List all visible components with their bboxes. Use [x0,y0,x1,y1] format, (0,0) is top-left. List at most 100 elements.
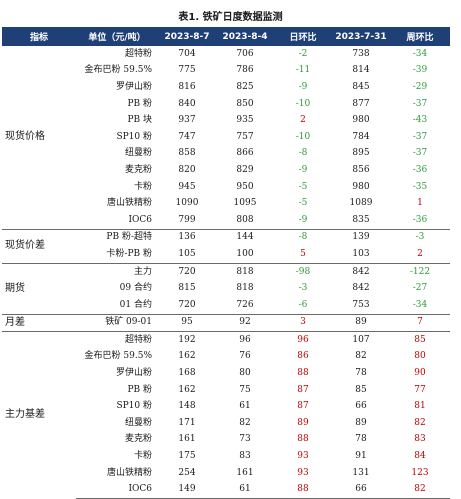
value-date-3: 980 [352,181,370,192]
daily-change: 89 [297,417,309,428]
daily-change: -5 [298,198,308,209]
value-date-1: 799 [178,214,196,225]
daily-change: 93 [297,467,309,478]
daily-change: -6 [298,299,308,310]
value-date-1: 162 [178,384,196,395]
value-date-2: 950 [236,181,254,192]
value-date-1: 168 [178,368,196,379]
table-row: 期货 主力 720 818 -98 842 -122 [2,262,450,314]
value-date-2: 161 [236,467,254,478]
daily-change: 88 [297,368,309,379]
value-date-2: 726 [236,299,254,310]
value-date-3: 85 [355,384,367,395]
table-row: 主力基差 超特粉 192 96 96 107 85 [2,331,450,499]
weekly-change: -37 [412,131,428,142]
table-row: 金布巴粉 59.5% 775 786 -11 814 -39 [2,63,450,80]
table-row: 09 合约 815 818 -3 842 -27 [2,280,450,297]
daily-change: -11 [295,65,311,76]
value-date-3: 842 [332,262,390,281]
value-date-3: 89 [332,313,390,332]
row-name: 麦克粉 [124,434,152,445]
table-row: 卡粉-PB 粉 105 100 5 103 2 [2,246,450,263]
value-date-3: 980 [352,115,370,126]
value-date-3: 835 [352,214,370,225]
weekly-change: 90 [414,368,426,379]
value-date-1: 937 [178,115,196,126]
value-date-1: 254 [178,467,196,478]
daily-change: -8 [274,228,332,247]
table-row: PB 粉 162 75 87 85 77 [2,382,450,399]
header-weekly-change: 周环比 [390,27,450,46]
table-row: 卡粉 945 950 -5 980 -35 [2,179,450,196]
daily-change: -8 [298,148,308,159]
weekly-change: 82 [414,417,426,428]
value-date-3: 107 [332,331,390,349]
value-date-2: 61 [239,401,251,412]
header-daily-change: 日环比 [274,27,332,46]
value-date-2: 61 [216,481,274,499]
value-date-1: 148 [178,401,196,412]
value-date-2: 818 [236,283,254,294]
group-label: 主力基差 [2,331,76,499]
value-date-2: 92 [216,313,274,332]
table-row: IOC6 799 808 -9 835 -36 [2,212,450,229]
daily-change: -5 [298,181,308,192]
table-row: 麦克粉 161 73 88 78 83 [2,432,450,449]
daily-change: 87 [297,384,309,395]
value-date-2: 850 [236,98,254,109]
value-date-3: 139 [332,228,390,247]
weekly-change: -36 [412,214,428,225]
weekly-change: 1 [417,198,423,209]
daily-change: -9 [298,81,308,92]
weekly-change: -34 [412,299,428,310]
value-date-1: 945 [178,181,196,192]
value-date-2: 808 [236,214,254,225]
value-date-2: 818 [216,262,274,281]
value-date-3: 66 [355,401,367,412]
weekly-change: 84 [414,451,426,462]
value-date-2: 935 [236,115,254,126]
value-date-2: 866 [236,148,254,159]
value-date-1: 162 [178,351,196,362]
daily-change: 87 [297,401,309,412]
table-row: 现货价差 PB 粉-超特 136 144 -8 139 -3 [2,228,450,264]
weekly-change: 83 [414,434,426,445]
table-row: PB 粉 840 850 -10 877 -37 [2,96,450,113]
value-date-1: 149 [158,481,216,499]
value-date-2: 80 [239,368,251,379]
value-date-3: 103 [352,248,370,259]
header-indicator: 指标 [2,27,76,46]
row-name: IOC6 [128,214,152,225]
table-row: 现货价格 超特粉 704 706 -2 738 -34 [2,46,450,141]
value-date-1: 161 [178,434,196,445]
table-row: 纽曼粉 858 866 -8 895 -37 [2,146,450,163]
header-date-3: 2023-7-31 [332,27,390,46]
value-date-3: 814 [352,65,370,76]
weekly-change: -29 [412,81,428,92]
table-row: 金布巴粉 59.5% 162 76 86 82 80 [2,349,450,366]
daily-change: 93 [297,451,309,462]
iron-ore-daily-table: 指标 单位（元/吨） 2023-8-7 2023-8-4 日环比 2023-7-… [2,27,450,499]
value-date-1: 747 [178,131,196,142]
weekly-change: -39 [412,65,428,76]
group-label: 现货价格 [5,131,45,143]
value-date-2: 1095 [233,198,257,209]
row-name: SP10 粉 [116,401,152,412]
table-row: 卡粉 175 83 93 91 84 [2,448,450,465]
row-name: 罗伊山粉 [115,368,152,379]
group-label: 现货价差 [2,228,76,264]
weekly-change: 7 [390,313,450,332]
value-date-1: 820 [178,164,196,175]
value-date-3: 753 [352,299,370,310]
daily-change: 96 [274,331,332,349]
value-date-1: 720 [178,299,196,310]
weekly-change: 77 [414,384,426,395]
table-row: 唐山铁精粉 254 161 93 131 123 [2,465,450,482]
value-date-3: 842 [352,283,370,294]
value-date-2: 75 [239,384,251,395]
weekly-change: 82 [390,481,450,499]
value-date-3: 91 [355,451,367,462]
value-date-3: 78 [355,368,367,379]
daily-change: -9 [298,164,308,175]
daily-change: -10 [295,131,311,142]
